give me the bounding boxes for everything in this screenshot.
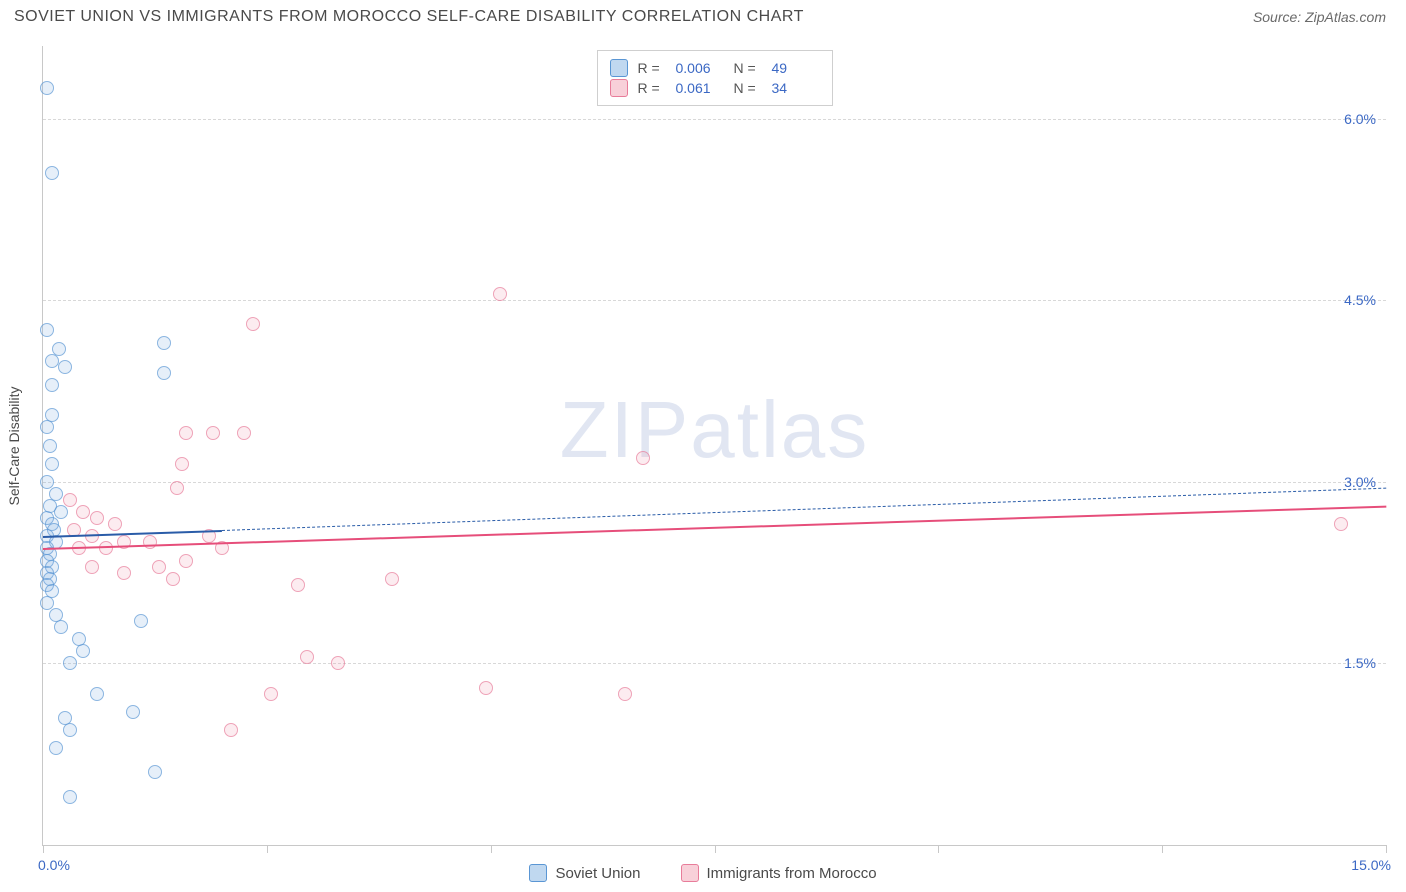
- watermark-bold: ZIP: [560, 385, 690, 474]
- scatter-point-soviet: [148, 765, 162, 779]
- gridline-h: [43, 119, 1386, 120]
- scatter-point-soviet: [126, 705, 140, 719]
- scatter-point-morocco: [264, 687, 278, 701]
- y-tick-label: 4.5%: [1344, 292, 1376, 308]
- scatter-point-soviet: [40, 420, 54, 434]
- scatter-point-soviet: [45, 354, 59, 368]
- scatter-point-soviet: [157, 366, 171, 380]
- scatter-point-morocco: [108, 517, 122, 531]
- scatter-point-morocco: [237, 426, 251, 440]
- scatter-point-soviet: [40, 81, 54, 95]
- x-tick-mark: [491, 845, 492, 853]
- scatter-point-morocco: [246, 317, 260, 331]
- scatter-point-morocco: [143, 535, 157, 549]
- chart-title: SOVIET UNION VS IMMIGRANTS FROM MOROCCO …: [14, 8, 804, 26]
- legend-swatch-blue: [610, 59, 628, 77]
- scatter-point-soviet: [76, 644, 90, 658]
- scatter-point-soviet: [63, 723, 77, 737]
- legend-correlation-row: R = 0.006 N = 49: [610, 59, 820, 77]
- legend-swatch-blue: [529, 864, 547, 882]
- scatter-point-morocco: [175, 457, 189, 471]
- x-tick-mark: [1162, 845, 1163, 853]
- scatter-point-morocco: [179, 426, 193, 440]
- legend-r-value: 0.006: [676, 60, 724, 76]
- legend-series: Soviet Union Immigrants from Morocco: [0, 864, 1406, 882]
- watermark-thin: atlas: [690, 385, 869, 474]
- legend-n-label: N =: [734, 60, 762, 76]
- legend-r-value: 0.061: [676, 80, 724, 96]
- legend-correlation-row: R = 0.061 N = 34: [610, 79, 820, 97]
- legend-correlation: R = 0.006 N = 49 R = 0.061 N = 34: [597, 50, 833, 106]
- gridline-h: [43, 482, 1386, 483]
- scatter-point-soviet: [90, 687, 104, 701]
- scatter-point-soviet: [58, 360, 72, 374]
- x-tick-mark: [267, 845, 268, 853]
- scatter-point-soviet: [134, 614, 148, 628]
- scatter-point-soviet: [54, 620, 68, 634]
- scatter-point-morocco: [117, 566, 131, 580]
- scatter-point-morocco: [493, 287, 507, 301]
- scatter-point-soviet: [45, 457, 59, 471]
- scatter-point-morocco: [63, 493, 77, 507]
- scatter-point-morocco: [76, 505, 90, 519]
- y-axis-label: Self-Care Disability: [6, 386, 22, 505]
- x-tick-mark: [938, 845, 939, 853]
- scatter-point-morocco: [1334, 517, 1348, 531]
- header: SOVIET UNION VS IMMIGRANTS FROM MOROCCO …: [0, 0, 1406, 34]
- legend-series-label: Immigrants from Morocco: [707, 865, 877, 882]
- legend-series-label: Soviet Union: [555, 865, 640, 882]
- scatter-point-morocco: [331, 656, 345, 670]
- scatter-point-morocco: [479, 681, 493, 695]
- scatter-point-morocco: [224, 723, 238, 737]
- scatter-point-morocco: [291, 578, 305, 592]
- scatter-point-morocco: [300, 650, 314, 664]
- scatter-point-morocco: [618, 687, 632, 701]
- chart-plot-area: ZIPatlas R =0.006N =49R =0.061N =34 0.0%…: [42, 46, 1386, 846]
- scatter-point-morocco: [385, 572, 399, 586]
- scatter-point-soviet: [43, 439, 57, 453]
- scatter-point-soviet: [49, 741, 63, 755]
- legend-swatch-pink: [681, 864, 699, 882]
- scatter-point-morocco: [170, 481, 184, 495]
- gridline-h: [43, 300, 1386, 301]
- legend-n-label: N =: [734, 80, 762, 96]
- x-tick-mark: [715, 845, 716, 853]
- y-tick-label: 1.5%: [1344, 655, 1376, 671]
- source-attribution: Source: ZipAtlas.com: [1253, 9, 1386, 25]
- scatter-point-morocco: [166, 572, 180, 586]
- watermark: ZIPatlas: [560, 384, 869, 476]
- scatter-point-morocco: [152, 560, 166, 574]
- scatter-point-morocco: [99, 541, 113, 555]
- legend-n-value: 34: [772, 80, 820, 96]
- x-tick-mark: [43, 845, 44, 853]
- scatter-point-morocco: [636, 451, 650, 465]
- scatter-point-soviet: [63, 790, 77, 804]
- legend-r-label: R =: [638, 80, 666, 96]
- legend-series-item: Immigrants from Morocco: [681, 864, 877, 882]
- scatter-point-morocco: [90, 511, 104, 525]
- x-tick-mark: [1386, 845, 1387, 853]
- scatter-point-soviet: [45, 166, 59, 180]
- legend-n-value: 49: [772, 60, 820, 76]
- y-tick-label: 6.0%: [1344, 111, 1376, 127]
- scatter-point-morocco: [179, 554, 193, 568]
- scatter-point-soviet: [45, 378, 59, 392]
- legend-series-item: Soviet Union: [529, 864, 640, 882]
- scatter-point-soviet: [157, 336, 171, 350]
- scatter-point-soviet: [54, 505, 68, 519]
- scatter-point-soviet: [63, 656, 77, 670]
- legend-swatch-pink: [610, 79, 628, 97]
- scatter-point-morocco: [206, 426, 220, 440]
- legend-r-label: R =: [638, 60, 666, 76]
- scatter-point-morocco: [85, 560, 99, 574]
- gridline-h: [43, 663, 1386, 664]
- scatter-point-soviet: [40, 323, 54, 337]
